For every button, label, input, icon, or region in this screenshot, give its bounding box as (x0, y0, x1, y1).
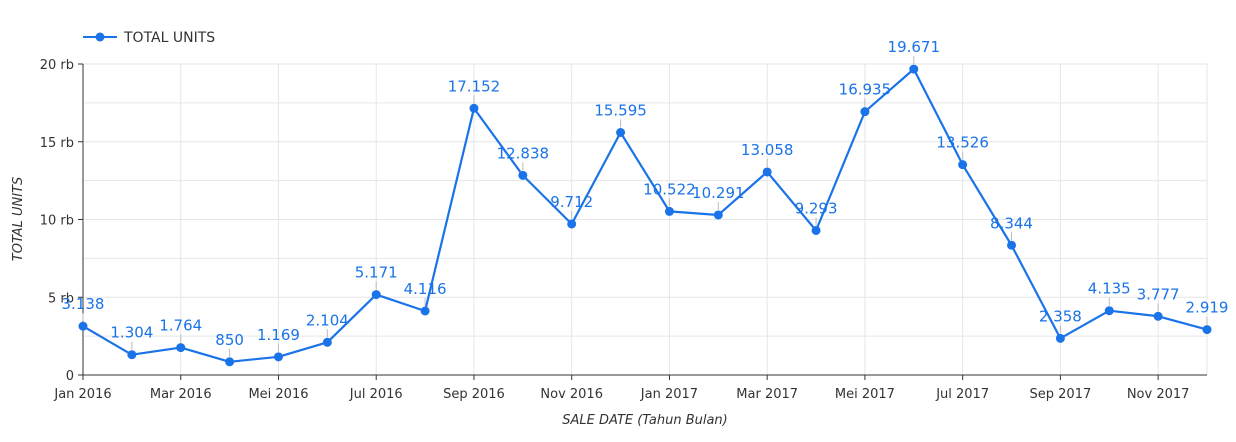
data-point[interactable] (811, 225, 821, 235)
data-point[interactable] (762, 167, 772, 177)
x-tick-label: Nov 2017 (1127, 387, 1190, 402)
data-point[interactable] (909, 64, 919, 74)
data-label: 1.764 (159, 317, 202, 335)
y-tick-label: 5 rb (48, 291, 74, 306)
data-label: 9.712 (550, 193, 593, 211)
data-point[interactable] (371, 290, 381, 300)
data-point[interactable] (127, 350, 137, 360)
data-point[interactable] (616, 127, 626, 137)
data-label: 15.595 (594, 101, 647, 119)
data-point[interactable] (420, 306, 430, 316)
data-label: 4.116 (404, 280, 447, 298)
data-label: 5.171 (355, 264, 398, 282)
series-line-total-units (82, 68, 1208, 363)
data-point[interactable] (273, 352, 283, 362)
data-label: 2.104 (306, 311, 349, 329)
y-tick-label: 15 rb (40, 136, 74, 151)
data-point[interactable] (225, 357, 235, 367)
y-axis-title: TOTAL UNITS (11, 177, 26, 261)
data-label: 850 (215, 331, 244, 349)
y-tick-label: 10 rb (40, 214, 74, 229)
x-tick-label: Jul 2016 (349, 387, 403, 402)
x-tick-label: Jan 2017 (640, 387, 698, 402)
data-point[interactable] (1007, 240, 1017, 250)
data-label: 2.919 (1186, 299, 1229, 317)
data-point[interactable] (78, 321, 88, 331)
x-tick-label: Sep 2017 (1030, 387, 1092, 402)
data-label: 4.135 (1088, 280, 1131, 298)
data-point[interactable] (1202, 325, 1212, 335)
data-point[interactable] (1153, 311, 1163, 321)
data-label: 8.344 (990, 214, 1033, 232)
x-tick-label: Mar 2016 (150, 387, 212, 402)
data-label: 16.935 (839, 81, 892, 99)
data-label: 9.293 (795, 199, 838, 217)
data-label: 10.291 (692, 184, 745, 202)
data-point[interactable] (860, 107, 870, 117)
x-tick-label: Mei 2016 (248, 387, 308, 402)
series-total-units: 3.138 1.304 1.764 850 1.169 2.104 5.171 4.116 17… (62, 38, 1229, 367)
data-label: 19.671 (888, 38, 941, 56)
data-point[interactable] (322, 337, 332, 347)
data-point[interactable] (567, 219, 577, 229)
legend-label: TOTAL UNITS (123, 30, 215, 46)
x-tick-label: Sep 2016 (443, 387, 505, 402)
y-tick-label: 0 (66, 369, 74, 384)
x-axis-title: SALE DATE (Tahun Bulan) (562, 413, 728, 428)
data-point[interactable] (1055, 333, 1065, 343)
data-point[interactable] (1104, 306, 1114, 316)
data-label: 17.152 (448, 77, 501, 95)
data-label: 10.522 (643, 180, 696, 198)
data-point[interactable] (176, 343, 186, 353)
data-point[interactable] (713, 210, 723, 220)
data-point[interactable] (958, 160, 968, 170)
x-tick-label: Mei 2017 (835, 387, 895, 402)
data-label: 1.169 (257, 326, 300, 344)
data-point[interactable] (518, 170, 528, 180)
x-tick-label: Jul 2017 (935, 387, 989, 402)
legend[interactable]: TOTAL UNITS (83, 30, 215, 46)
data-label: 13.526 (936, 134, 989, 152)
data-label: 13.058 (741, 141, 794, 159)
y-tick-label: 20 rb (40, 58, 74, 73)
x-tick-label: Jan 2016 (53, 387, 111, 402)
data-label: 1.304 (110, 324, 153, 342)
x-tick-label: Mar 2017 (736, 387, 798, 402)
data-label: 3.777 (1137, 285, 1180, 303)
x-tick-label: Nov 2016 (540, 387, 603, 402)
data-label: 12.838 (497, 144, 550, 162)
data-label: 3.138 (62, 295, 105, 313)
legend-dot-marker (95, 32, 105, 42)
data-label: 2.358 (1039, 307, 1082, 325)
data-point[interactable] (469, 103, 479, 113)
data-point[interactable] (664, 206, 674, 216)
